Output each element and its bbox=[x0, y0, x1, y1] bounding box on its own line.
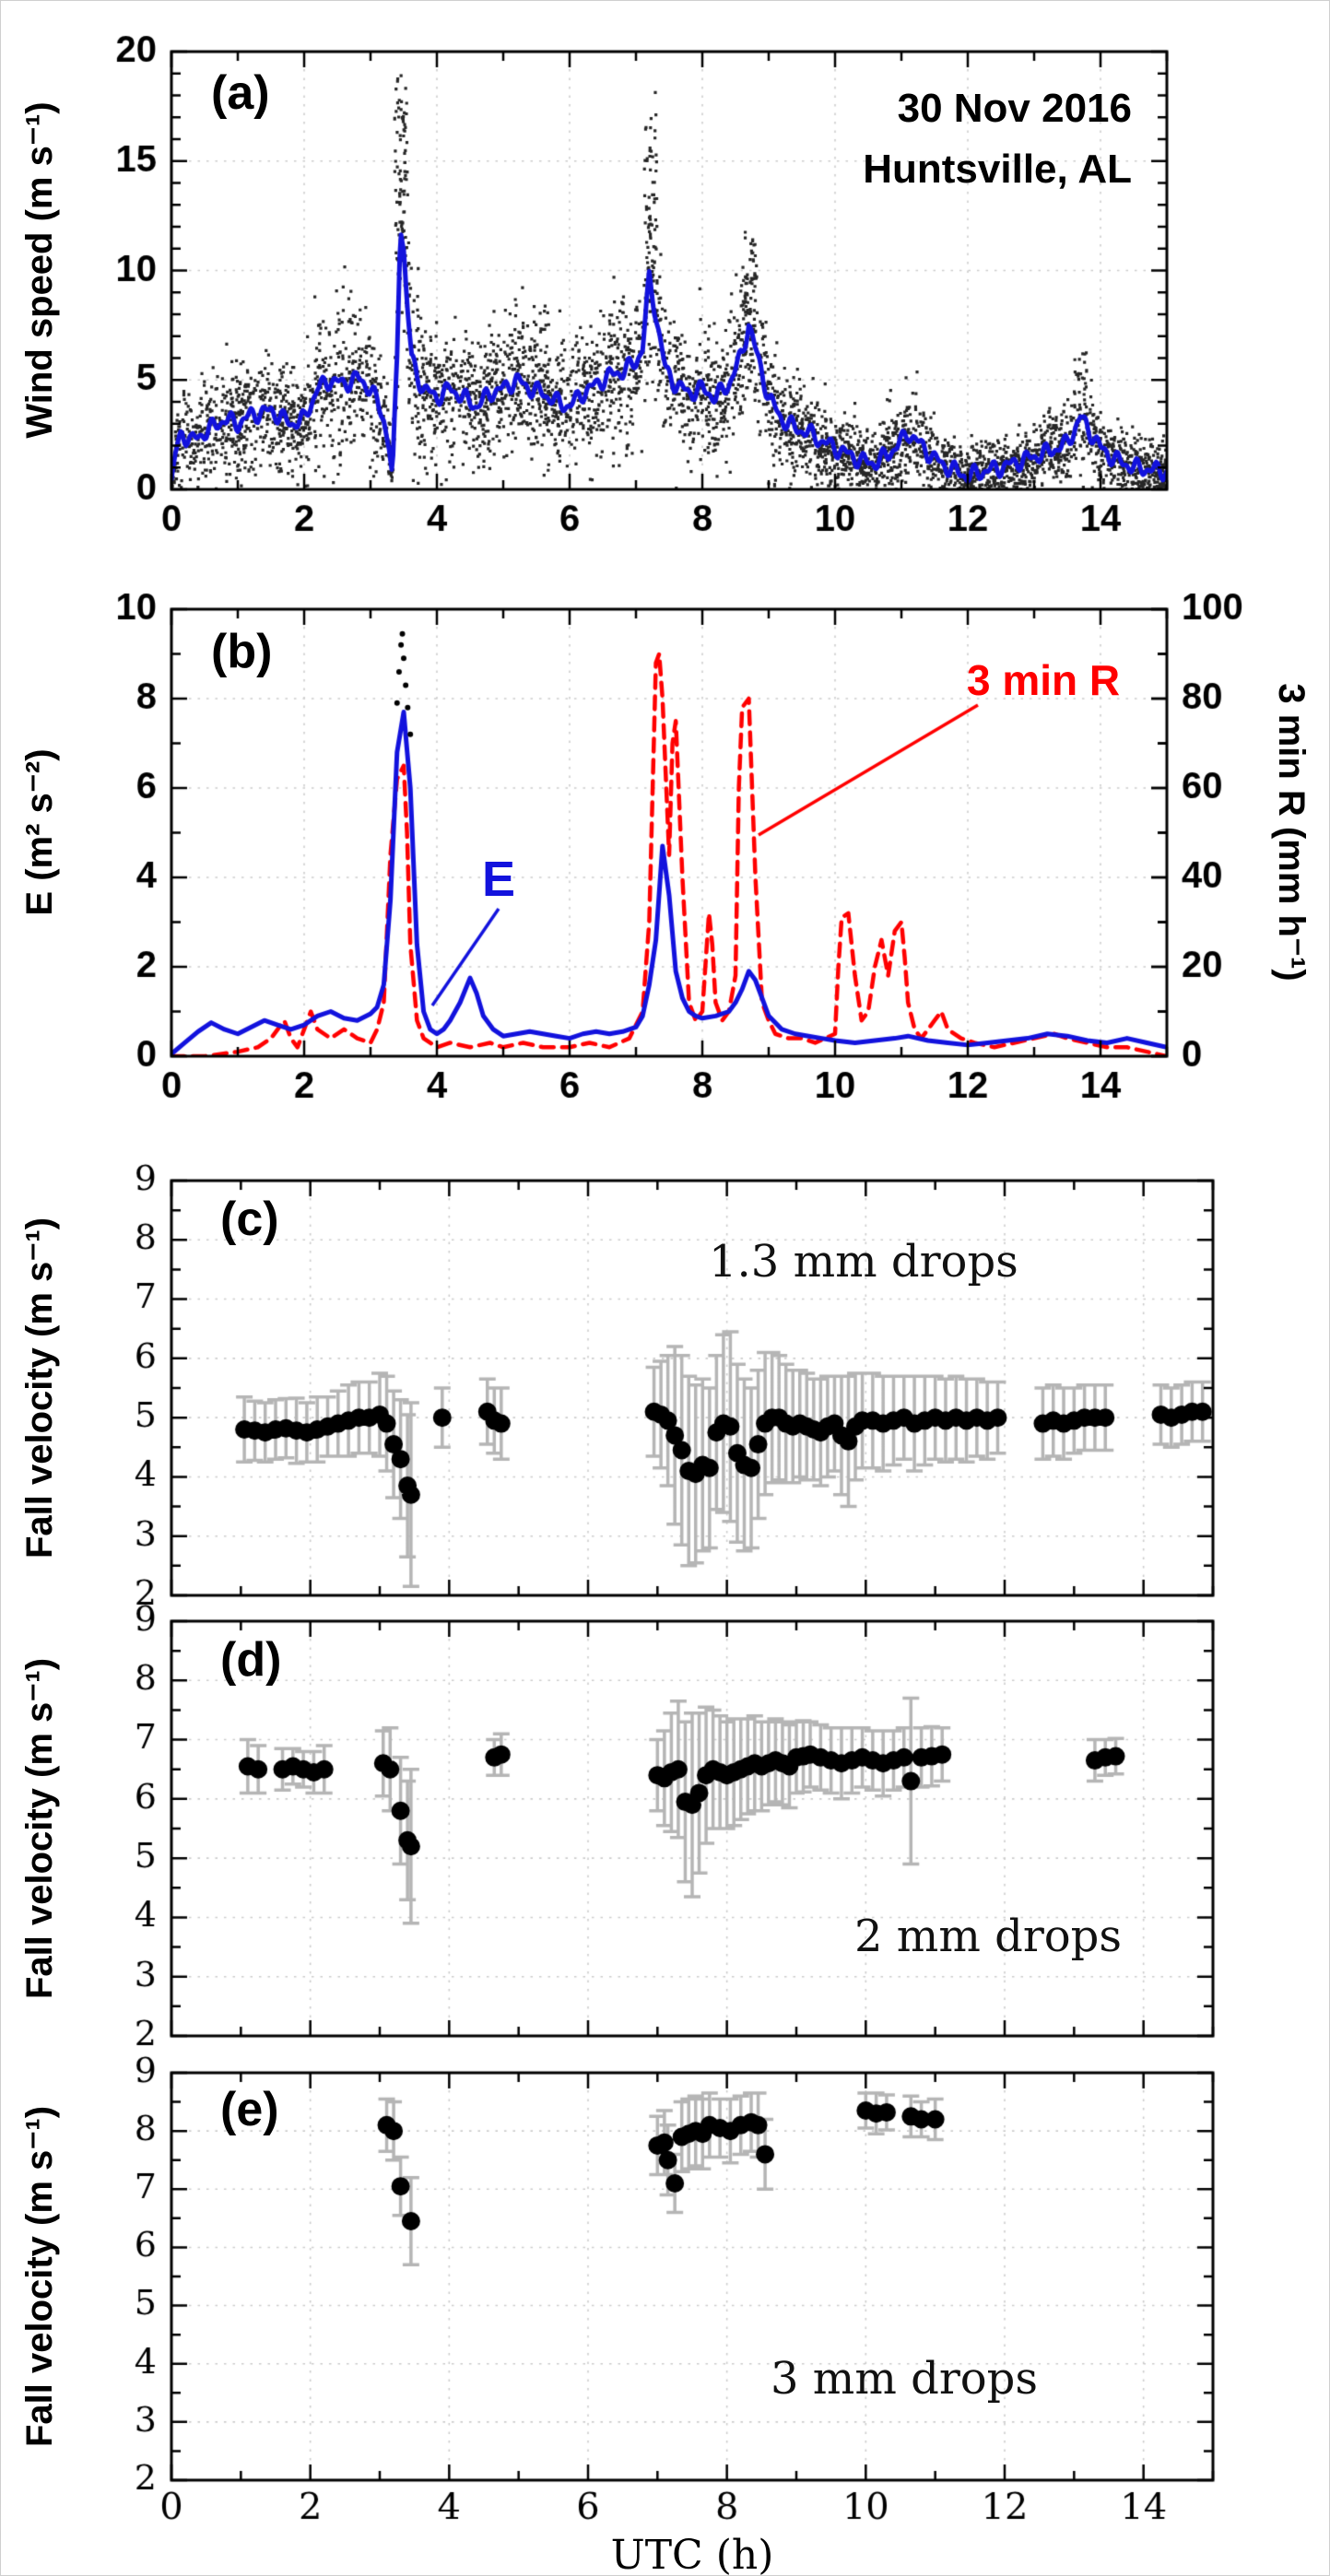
date-label: 30 Nov 2016 bbox=[897, 86, 1132, 131]
fall-velocity-axis-label-c: Fall velocity (m s⁻¹) bbox=[19, 1217, 60, 1559]
turbulence-axis-label: E (m² s⁻²) bbox=[19, 748, 60, 916]
e-series-annotation: E bbox=[482, 852, 516, 907]
panel-c-letter: (c) bbox=[220, 1193, 279, 1246]
fall-velocity-axis-label-e: Fall velocity (m s⁻¹) bbox=[19, 2105, 60, 2448]
rain-series-annotation: 3 min R bbox=[967, 656, 1121, 704]
panel-c-drops-annotation: 1.3 mm drops bbox=[709, 1236, 1018, 1288]
panel-d-drops-annotation: 2 mm drops bbox=[854, 1911, 1123, 1962]
rain-rate-axis-label: 3 min R (mm h⁻¹) bbox=[1271, 683, 1312, 982]
panel-e-drops-annotation: 3 mm drops bbox=[771, 2353, 1039, 2405]
fall-velocity-axis-label-d: Fall velocity (m s⁻¹) bbox=[19, 1657, 60, 2000]
panel-b-letter: (b) bbox=[211, 625, 273, 678]
panel-a-letter: (a) bbox=[211, 66, 270, 120]
panel-e-letter: (e) bbox=[220, 2083, 279, 2136]
location-label: Huntsville, AL bbox=[863, 147, 1132, 192]
panel-d-letter: (d) bbox=[220, 1633, 282, 1687]
wind-speed-axis-label: Wind speed (m s⁻¹) bbox=[19, 101, 60, 439]
x-axis-label: UTC (h) bbox=[610, 2532, 774, 2576]
